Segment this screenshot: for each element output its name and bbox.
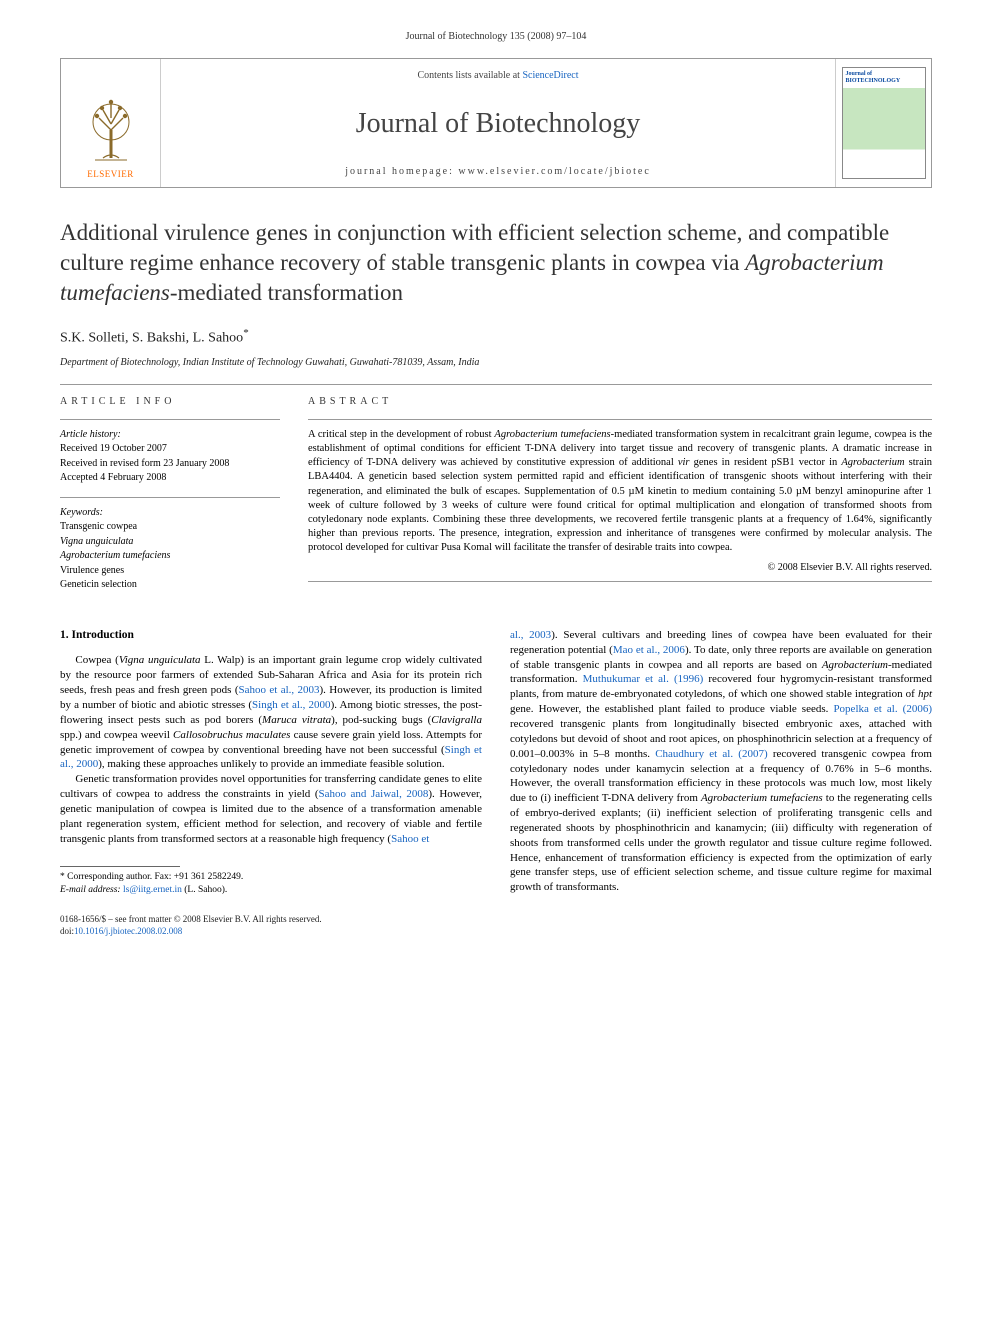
authors-text: S.K. Solleti, S. Bakshi, L. Sahoo <box>60 330 243 345</box>
footer-copyright: 0168-1656/$ – see front matter © 2008 El… <box>60 914 932 926</box>
journal-name: Journal of Biotechnology <box>356 104 641 143</box>
intro-para-1: Cowpea (Vigna unguiculata L. Walp) is an… <box>60 653 482 772</box>
p3-14: Agrobacterium tumefaciens <box>701 792 823 804</box>
p1-14: ), making these approaches unlikely to p… <box>98 758 444 770</box>
abs-p4: genes in resident pSB1 vector in <box>690 457 842 468</box>
p3-9: gene. However, the established plant fai… <box>510 703 833 715</box>
history-head: Article history: <box>60 428 280 442</box>
corresponding-email-link[interactable]: ls@iitg.ernet.in <box>123 885 182 895</box>
cover-thumbnail-block: Journal of BIOTECHNOLOGY <box>835 59 931 187</box>
keyword: Vigna unguiculata <box>60 535 280 549</box>
p3-8: hpt <box>918 688 932 700</box>
abs-em3: vir <box>678 457 690 468</box>
email-label: E-mail address: <box>60 885 121 895</box>
article-title: Additional virulence genes in conjunctio… <box>60 218 932 308</box>
intro-para-3: al., 2003). Several cultivars and breedi… <box>510 628 932 895</box>
email-line: E-mail address: ls@iitg.ernet.in (L. Sah… <box>60 884 482 896</box>
keyword: Geneticin selection <box>60 578 280 592</box>
section-1-title: 1. Introduction <box>60 628 482 644</box>
keyword: Transgenic cowpea <box>60 520 280 534</box>
info-rule-2 <box>60 497 280 498</box>
p1-7: Maruca vitrata <box>262 714 331 726</box>
p1-8: ), pod-sucking bugs ( <box>331 714 431 726</box>
p1-10: spp.) and cowpea weevil <box>60 729 173 741</box>
running-head: Journal of Biotechnology 135 (2008) 97–1… <box>60 30 932 44</box>
abstract-text: A critical step in the development of ro… <box>308 428 932 556</box>
footer-doi-line: doi:10.1016/j.jbiotec.2008.02.008 <box>60 926 932 938</box>
keywords-head: Keywords: <box>60 506 280 520</box>
masthead-center: Contents lists available at ScienceDirec… <box>161 59 835 187</box>
homepage-url: www.elsevier.com/locate/jbiotec <box>458 166 650 177</box>
cite-muthukumar-1996[interactable]: Muthukumar et al. (1996) <box>583 673 704 685</box>
doi-label: doi: <box>60 926 74 936</box>
keyword-em: Vigna unguiculata <box>60 536 133 547</box>
p1-9: Clavigralla <box>431 714 482 726</box>
body-two-columns: 1. Introduction Cowpea (Vigna unguiculat… <box>60 628 932 896</box>
cite-popelka-2006[interactable]: Popelka et al. (2006) <box>833 703 932 715</box>
article-info-column: ARTICLE INFO Article history: Received 1… <box>60 395 280 604</box>
elsevier-tree-icon <box>83 96 139 166</box>
abstract-column: ABSTRACT A critical step in the developm… <box>308 395 932 604</box>
cite-sahoo-2003-cont[interactable]: al., 2003 <box>510 629 551 641</box>
p3-15: to the regenerating cells of embryo-deri… <box>510 792 932 893</box>
keywords-block: Keywords: Transgenic cowpea Vigna unguic… <box>60 506 280 592</box>
sciencedirect-link[interactable]: ScienceDirect <box>522 70 578 81</box>
homepage-prefix: journal homepage: <box>345 166 458 177</box>
cite-sahoo-2003[interactable]: Sahoo et al., 2003 <box>239 684 320 696</box>
journal-masthead: ELSEVIER Contents lists available at Sci… <box>60 58 932 188</box>
abstract-copyright: © 2008 Elsevier B.V. All rights reserved… <box>308 561 932 575</box>
abstract-head: ABSTRACT <box>308 395 932 409</box>
abstract-rule-bottom <box>308 581 932 582</box>
email-suffix: (L. Sahoo). <box>184 885 227 895</box>
info-abstract-row: ARTICLE INFO Article history: Received 1… <box>60 395 932 604</box>
abs-em1: Agrobacterium tumefaciens <box>494 429 610 440</box>
title-part-3: -mediated transformation <box>170 280 403 305</box>
cite-mao-2006[interactable]: Mao et al., 2006 <box>613 644 685 656</box>
history-line: Received in revised form 23 January 2008 <box>60 457 280 471</box>
cite-sahoo-et-split[interactable]: Sahoo et <box>391 833 429 845</box>
keyword-em: Agrobacterium tumefaciens <box>60 550 170 561</box>
info-rule-1 <box>60 419 280 420</box>
footnotes: * Corresponding author. Fax: +91 361 258… <box>60 871 482 896</box>
cite-chaudhury-2007[interactable]: Chaudhury et al. (2007) <box>655 748 767 760</box>
cover-caption-main: BIOTECHNOLOGY <box>846 78 901 84</box>
corresponding-author-note: * Corresponding author. Fax: +91 361 258… <box>60 871 482 883</box>
history-line: Accepted 4 February 2008 <box>60 471 280 485</box>
affiliation: Department of Biotechnology, Indian Inst… <box>60 356 932 370</box>
keyword: Agrobacterium tumefaciens <box>60 549 280 563</box>
abs-p6: strain LBA4404. A geneticin based select… <box>308 457 932 553</box>
corresponding-mark: * <box>243 327 249 339</box>
divider-top <box>60 384 932 385</box>
author-list: S.K. Solleti, S. Bakshi, L. Sahoo* <box>60 326 932 348</box>
p3-4: Agrobacterium <box>822 659 888 671</box>
footnote-separator <box>60 866 180 867</box>
contents-prefix: Contents lists available at <box>417 70 522 81</box>
abs-p0: A critical step in the development of ro… <box>308 429 494 440</box>
p1-11: Callosobruchus maculates <box>173 729 290 741</box>
abstract-rule <box>308 419 932 420</box>
keyword: Virulence genes <box>60 564 280 578</box>
p1-0: Cowpea ( <box>75 654 118 666</box>
abs-em5: Agrobacterium <box>841 457 904 468</box>
contents-available-line: Contents lists available at ScienceDirec… <box>417 69 578 83</box>
publisher-logo-block: ELSEVIER <box>61 59 161 187</box>
publisher-name: ELSEVIER <box>87 168 134 181</box>
article-info-head: ARTICLE INFO <box>60 395 280 409</box>
journal-homepage-line: journal homepage: www.elsevier.com/locat… <box>345 165 651 179</box>
history-line: Received 19 October 2007 <box>60 442 280 456</box>
intro-para-2: Genetic transformation provides novel op… <box>60 772 482 846</box>
cite-sahoo-jaiwal-2008[interactable]: Sahoo and Jaiwal, 2008 <box>318 788 428 800</box>
article-history-block: Article history: Received 19 October 200… <box>60 428 280 485</box>
journal-cover-thumbnail: Journal of BIOTECHNOLOGY <box>842 67 926 179</box>
doi-link[interactable]: 10.1016/j.jbiotec.2008.02.008 <box>74 926 182 936</box>
cover-caption-top: Journal of <box>846 71 873 77</box>
p1-1: Vigna unguiculata <box>119 654 201 666</box>
page-footer: 0168-1656/$ – see front matter © 2008 El… <box>60 914 932 937</box>
cite-singh-2000a[interactable]: Singh et al., 2000 <box>252 699 331 711</box>
